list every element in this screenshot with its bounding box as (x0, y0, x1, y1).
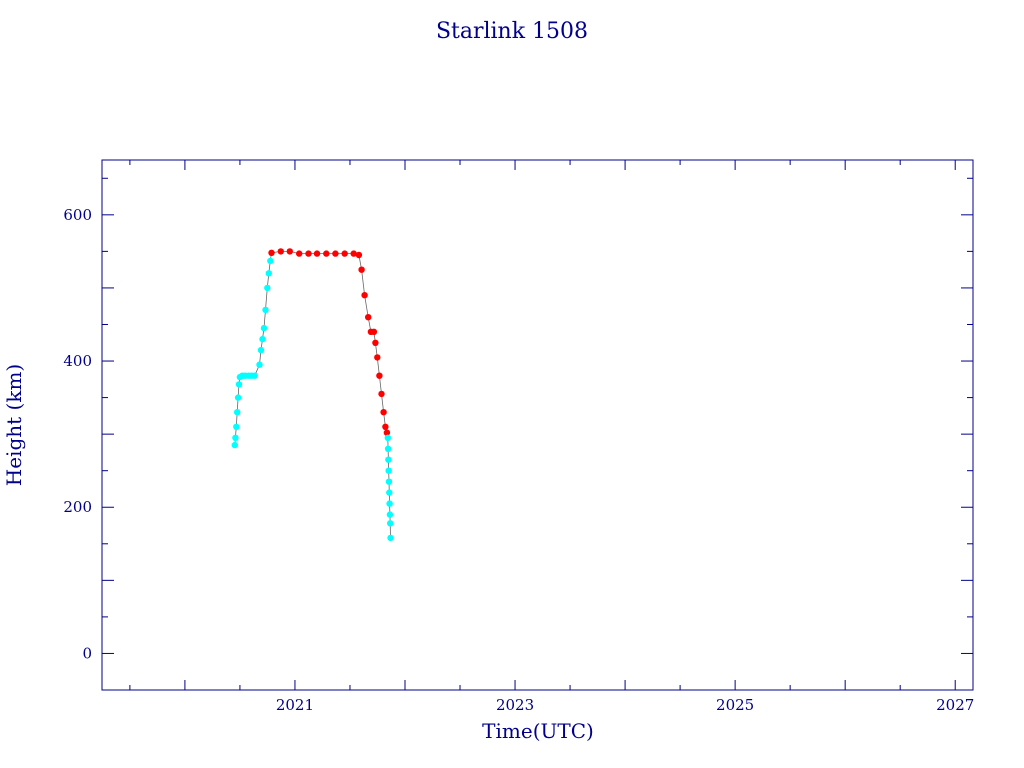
x-tick-label: 2025 (716, 696, 754, 714)
y-tick-label: 400 (63, 352, 92, 370)
data-point (384, 445, 392, 452)
data-point (358, 266, 365, 273)
data-point (323, 250, 330, 257)
data-point (385, 456, 392, 463)
data-point (350, 250, 357, 257)
data-point (305, 250, 312, 257)
data-point (286, 248, 293, 255)
data-point (382, 423, 389, 430)
plot-frame (101, 159, 974, 691)
data-point (372, 339, 379, 346)
data-point (383, 429, 391, 436)
x-tick-label: 2021 (276, 696, 314, 714)
data-point (332, 250, 339, 257)
data-point (365, 314, 372, 321)
data-point (341, 250, 348, 257)
data-point (277, 248, 284, 255)
data-point (378, 390, 385, 398)
data-point (234, 409, 241, 416)
data-point (232, 434, 239, 441)
data-point (355, 251, 363, 259)
data-point (385, 478, 393, 485)
data-point (386, 489, 393, 496)
data-point (267, 257, 274, 265)
data-point (259, 335, 266, 343)
y-axis-title: Height (km) (2, 364, 26, 486)
data-point (251, 372, 258, 379)
data-point (374, 354, 381, 361)
chart-title: Starlink 1508 (436, 19, 588, 44)
data-point (387, 520, 394, 527)
data-point (235, 381, 243, 388)
data-point (264, 284, 271, 292)
data-point (256, 361, 263, 368)
data-point (234, 394, 242, 401)
x-tick-labels: 2021 2023 2025 2027 (276, 696, 974, 714)
data-point (260, 324, 268, 332)
axis-ticks (102, 160, 973, 691)
y-tick-label: 200 (63, 498, 92, 516)
data-point (385, 467, 392, 474)
data-point (231, 441, 238, 449)
data-point (386, 500, 393, 507)
data-point (265, 270, 272, 277)
y-tick-label: 600 (63, 206, 92, 224)
data-point (262, 306, 269, 314)
data-point (370, 328, 378, 335)
y-tick-label: 0 (82, 644, 92, 662)
data-points (231, 248, 394, 542)
data-point (376, 372, 383, 379)
data-point (313, 250, 321, 257)
data-point (387, 534, 394, 542)
data-point (257, 346, 265, 354)
x-tick-label: 2027 (936, 696, 974, 714)
y-tick-labels: 0 200 400 600 (63, 206, 92, 663)
x-axis-title: Time(UTC) (482, 719, 594, 743)
data-point (361, 292, 368, 299)
data-point (296, 250, 303, 257)
data-point (233, 423, 240, 430)
data-point (386, 511, 394, 518)
data-point (268, 249, 275, 256)
data-point (380, 409, 387, 416)
data-point (384, 434, 391, 441)
x-tick-label: 2023 (496, 696, 534, 714)
